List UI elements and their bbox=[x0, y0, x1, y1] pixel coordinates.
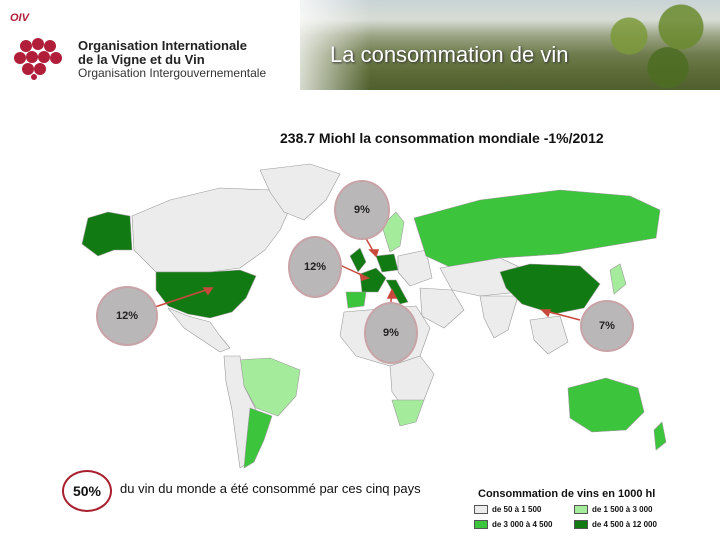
logo-oiv-text: OIV bbox=[10, 12, 29, 24]
uk-region bbox=[349, 247, 367, 273]
canada-region bbox=[131, 187, 291, 273]
india-region bbox=[479, 295, 519, 339]
map-title: 238.7 Miohl la consommation mondiale -1%… bbox=[280, 130, 604, 146]
bubble-south-percent: 9% bbox=[364, 302, 418, 364]
se-asia-region bbox=[529, 315, 569, 355]
mexico-region bbox=[167, 307, 231, 353]
china-region bbox=[499, 263, 601, 315]
legend-label: de 3 000 à 4 500 bbox=[492, 520, 553, 529]
spain-region bbox=[345, 291, 367, 309]
legend-item: de 3 000 à 4 500 bbox=[474, 519, 553, 530]
bubble-north-percent: 9% bbox=[334, 180, 390, 240]
usa-region bbox=[155, 269, 257, 319]
world-map bbox=[81, 163, 667, 469]
vine-leaves-decoration bbox=[590, 0, 720, 90]
org-subtitle: Organisation Intergouvernementale bbox=[78, 66, 267, 80]
arrow-usa-head bbox=[202, 287, 214, 296]
arrow-north-head bbox=[368, 249, 380, 258]
footer-percent-badge: 50% bbox=[62, 470, 112, 512]
legend-label: de 1 500 à 3 000 bbox=[592, 505, 653, 514]
alaska-region bbox=[81, 211, 133, 257]
south-africa-region bbox=[391, 399, 425, 427]
arrow-west-head bbox=[358, 272, 370, 281]
slide-title: La consommation de vin bbox=[330, 42, 569, 67]
argentina-region bbox=[243, 407, 273, 469]
greenland-region bbox=[259, 163, 341, 221]
org-name-line2: de la Vigne et du Vin bbox=[78, 52, 205, 67]
oiv-logo-icon bbox=[14, 38, 62, 80]
bubble-west-percent: 12% bbox=[288, 236, 342, 298]
footer-text: du vin du monde a été consommé par ces c… bbox=[120, 481, 421, 496]
org-name-line1: Organisation Internationale bbox=[78, 38, 248, 53]
middle-east-region bbox=[419, 287, 465, 329]
russia-region bbox=[413, 189, 661, 269]
east-europe-region bbox=[397, 249, 433, 287]
arrow-usa bbox=[151, 287, 213, 309]
arrow-south-head bbox=[386, 288, 398, 299]
legend-item: de 1 500 à 3 000 bbox=[574, 504, 653, 515]
legend-label: de 4 500 à 12 000 bbox=[592, 520, 657, 529]
france-region bbox=[359, 267, 387, 293]
legend-item: de 4 500 à 12 000 bbox=[574, 519, 657, 530]
legend-title: Consommation de vins en 1000 hl bbox=[478, 488, 656, 500]
australia-region bbox=[567, 377, 645, 433]
arrow-china-head bbox=[540, 309, 552, 318]
bubble-china-percent: 7% bbox=[580, 300, 634, 352]
bubble-usa-percent: 12% bbox=[96, 286, 158, 346]
legend-swatch bbox=[574, 520, 588, 529]
header-banner: OIV Organisation Internationale de la Vi… bbox=[0, 0, 720, 90]
germany-region bbox=[375, 253, 399, 273]
legend: Consommation de vins en 1000 hl de 50 à … bbox=[474, 488, 714, 536]
legend-item: de 50 à 1 500 bbox=[474, 504, 541, 515]
japan-region bbox=[609, 263, 627, 295]
italy-region bbox=[385, 279, 409, 305]
legend-swatch bbox=[474, 520, 488, 529]
legend-swatch bbox=[474, 505, 488, 514]
new-zealand-region bbox=[653, 421, 667, 451]
legend-label: de 50 à 1 500 bbox=[492, 505, 542, 514]
legend-swatch bbox=[574, 505, 588, 514]
banner-fade bbox=[230, 0, 370, 90]
